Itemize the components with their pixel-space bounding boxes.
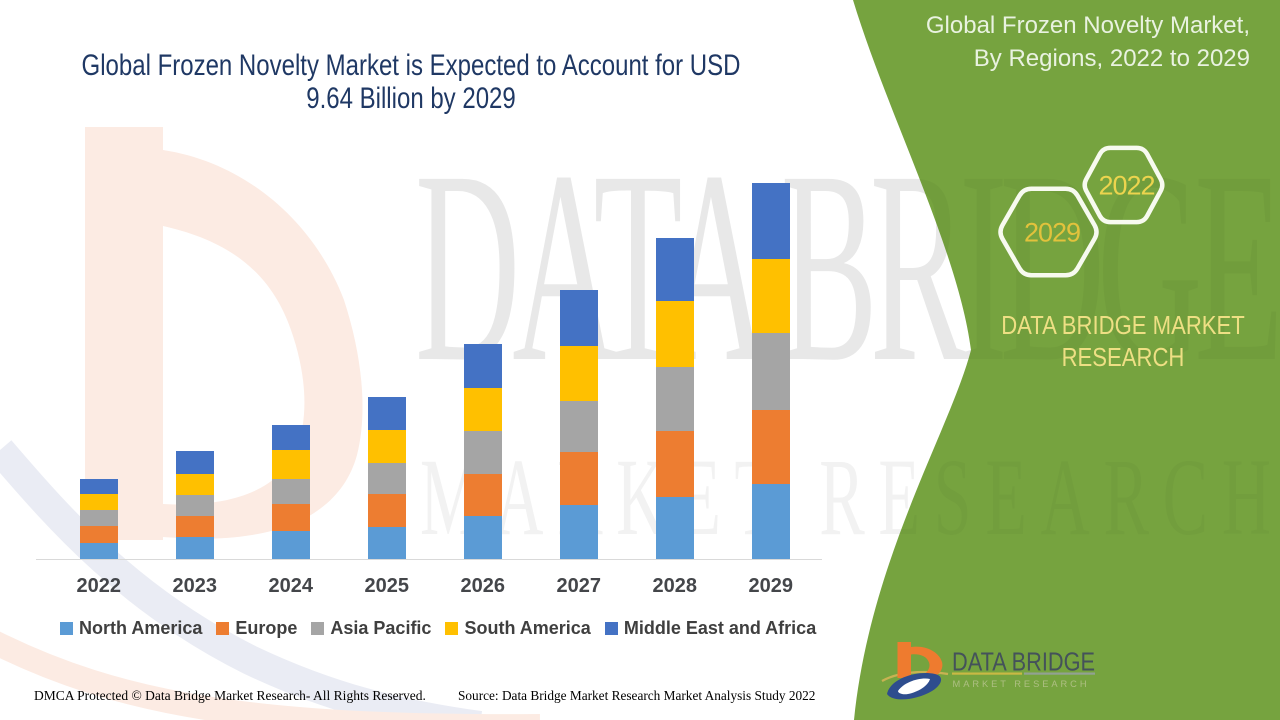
svg-text:2022: 2022 <box>1098 171 1154 201</box>
svg-text:DATA BRIDGE: DATA BRIDGE <box>952 647 1095 677</box>
svg-text:MARKET RESEARCH: MARKET RESEARCH <box>953 679 1090 690</box>
svg-text:2029: 2029 <box>1024 218 1080 248</box>
